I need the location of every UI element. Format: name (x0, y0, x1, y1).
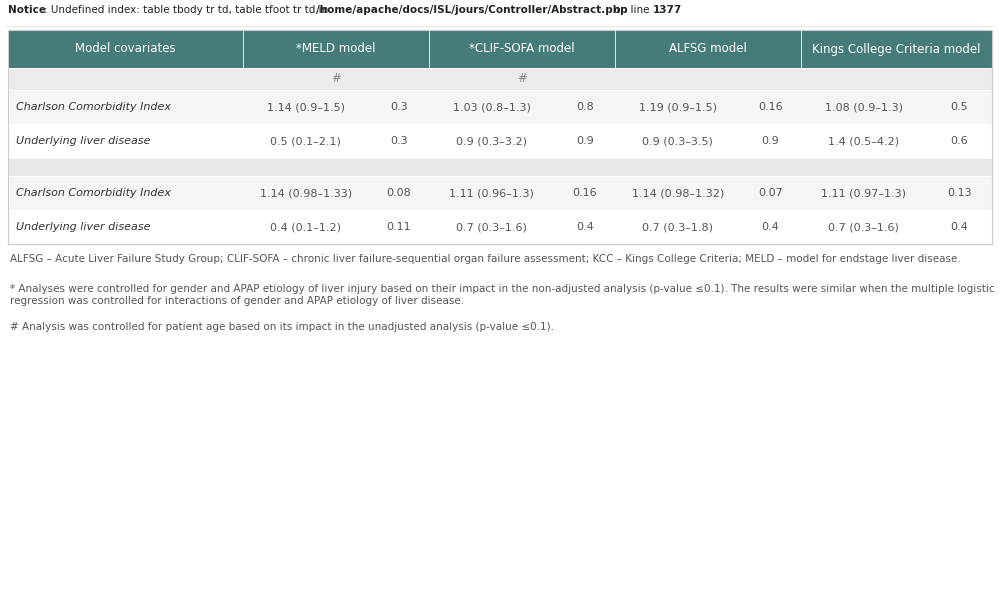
Text: 1.03 (0.8–1.3): 1.03 (0.8–1.3) (453, 102, 531, 112)
Text: *CLIF-SOFA model: *CLIF-SOFA model (469, 43, 575, 55)
Text: #: # (331, 73, 341, 85)
Text: 0.9: 0.9 (762, 136, 779, 146)
Text: 0.16: 0.16 (572, 188, 597, 198)
Text: 0.13: 0.13 (947, 188, 972, 198)
Text: 0.9: 0.9 (576, 136, 594, 146)
Text: Model covariates: Model covariates (75, 43, 176, 55)
Text: 0.8: 0.8 (576, 102, 594, 112)
Text: 1377: 1377 (653, 5, 682, 15)
Text: 0.07: 0.07 (758, 188, 783, 198)
Text: 0.7 (0.3–1.6): 0.7 (0.3–1.6) (828, 222, 899, 232)
Bar (8, 124, 992, 158)
Bar (8, 68, 992, 90)
Text: 0.16: 0.16 (758, 102, 783, 112)
Text: 0.5: 0.5 (950, 102, 968, 112)
Text: /home/apache/docs/ISL/jours/Controller/Abstract.php: /home/apache/docs/ISL/jours/Controller/A… (316, 5, 628, 15)
Text: : Undefined index: table tbody tr td, table tfoot tr td in: : Undefined index: table tbody tr td, ta… (44, 5, 332, 15)
Text: 1.11 (0.97–1.3): 1.11 (0.97–1.3) (821, 188, 906, 198)
Text: ALFSG – Acute Liver Failure Study Group; CLIF-SOFA – chronic liver failure-seque: ALFSG – Acute Liver Failure Study Group;… (10, 254, 961, 264)
Text: 1.4 (0.5–4.2): 1.4 (0.5–4.2) (828, 136, 899, 146)
Text: ALFSG model: ALFSG model (669, 43, 747, 55)
Text: 0.7 (0.3–1.6): 0.7 (0.3–1.6) (456, 222, 527, 232)
Text: #: # (517, 73, 527, 85)
Text: Charlson Comorbidity Index: Charlson Comorbidity Index (16, 188, 171, 198)
Text: 1.14 (0.98–1.32): 1.14 (0.98–1.32) (632, 188, 724, 198)
Bar (8, 210, 992, 244)
Bar (429, 30, 615, 68)
Text: # Analysis was controlled for patient age based on its impact in the unadjusted : # Analysis was controlled for patient ag… (10, 322, 554, 332)
Text: Charlson Comorbidity Index: Charlson Comorbidity Index (16, 102, 171, 112)
Text: 0.9 (0.3–3.2): 0.9 (0.3–3.2) (456, 136, 527, 146)
Text: 0.4: 0.4 (762, 222, 779, 232)
Text: 0.11: 0.11 (387, 222, 411, 232)
Text: 1.11 (0.96–1.3): 1.11 (0.96–1.3) (449, 188, 534, 198)
Text: 1.08 (0.9–1.3): 1.08 (0.9–1.3) (825, 102, 903, 112)
Bar (8, 176, 992, 210)
Text: 0.4 (0.1–1.2): 0.4 (0.1–1.2) (270, 222, 341, 232)
Text: 0.7 (0.3–1.8): 0.7 (0.3–1.8) (642, 222, 713, 232)
Text: Notice: Notice (8, 5, 46, 15)
Bar (8, 158, 992, 176)
Bar (801, 30, 992, 68)
Text: 0.3: 0.3 (390, 102, 408, 112)
Text: on line: on line (611, 5, 653, 15)
Text: 0.4: 0.4 (576, 222, 594, 232)
Text: 0.3: 0.3 (390, 136, 408, 146)
Text: 1.14 (0.9–1.5): 1.14 (0.9–1.5) (267, 102, 345, 112)
Text: 0.9 (0.3–3.5): 0.9 (0.3–3.5) (642, 136, 713, 146)
Text: Underlying liver disease: Underlying liver disease (16, 222, 150, 232)
Bar (243, 30, 429, 68)
Text: 1.14 (0.98–1.33): 1.14 (0.98–1.33) (260, 188, 352, 198)
Text: Underlying liver disease: Underlying liver disease (16, 136, 150, 146)
Bar (615, 30, 801, 68)
Bar (8, 90, 992, 124)
Text: Kings College Criteria model: Kings College Criteria model (812, 43, 981, 55)
Text: 0.08: 0.08 (386, 188, 411, 198)
Text: 1.19 (0.9–1.5): 1.19 (0.9–1.5) (639, 102, 717, 112)
Bar (8, 30, 243, 68)
Text: * Analyses were controlled for gender and APAP etiology of liver injury based on: * Analyses were controlled for gender an… (10, 284, 995, 305)
Bar (8, 30, 992, 244)
Text: *MELD model: *MELD model (296, 43, 376, 55)
Text: 0.4: 0.4 (950, 222, 968, 232)
Text: 0.6: 0.6 (950, 136, 968, 146)
Text: 0.5 (0.1–2.1): 0.5 (0.1–2.1) (270, 136, 341, 146)
